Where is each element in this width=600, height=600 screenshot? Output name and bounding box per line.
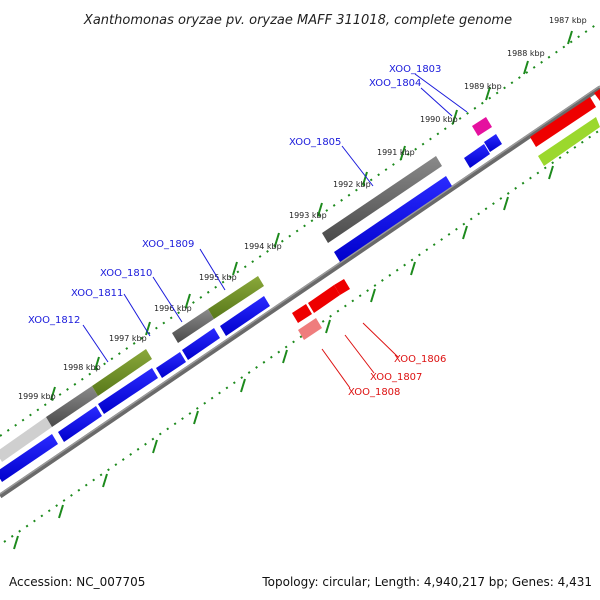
gene-arrow[interactable]: [156, 352, 186, 378]
locus-label[interactable]: XOO_1804: [369, 78, 421, 89]
locus-label[interactable]: XOO_1812: [28, 315, 80, 326]
feature-red-bar[interactable]: [594, 89, 600, 101]
feature-lime-bar[interactable]: [538, 117, 600, 166]
gene-arrow[interactable]: [0, 434, 58, 482]
tick-label: 1992 kbp: [333, 180, 371, 189]
tick-label: 1994 kbp: [244, 242, 282, 251]
locus-label[interactable]: XOO_1805: [289, 137, 341, 148]
genome-summary: Topology: circular; Length: 4,940,217 bp…: [261, 575, 592, 589]
gene-arrow[interactable]: [98, 368, 158, 414]
tick-label: 1991 kbp: [377, 148, 415, 157]
feature-gray-bar[interactable]: [46, 386, 98, 427]
tick-label: 1987 kbp: [549, 16, 587, 25]
gene-arrow[interactable]: [484, 134, 502, 152]
tick-label: 1993 kbp: [289, 211, 327, 220]
forward-locus-labels: XOO_1803 XOO_1804 XOO_1805 XOO_1809 XOO_…: [28, 64, 468, 363]
gene-arrow[interactable]: [58, 406, 102, 442]
gene-arrow[interactable]: [334, 176, 452, 262]
feature-olive-bar[interactable]: [208, 276, 264, 319]
feature-gray-bar[interactable]: [322, 156, 442, 243]
gene-arrow[interactable]: [220, 296, 270, 336]
tick-label: 1988 kbp: [507, 49, 545, 58]
reverse-locus-labels: XOO_1806 XOO_1807 XOO_1808: [321, 322, 446, 398]
locus-label[interactable]: XOO_1811: [71, 288, 123, 299]
genome-backbone: [0, 85, 600, 499]
ruler-lower-ticks: [13, 165, 554, 550]
ruler-lower: [3, 129, 600, 543]
locus-label[interactable]: XOO_1808: [348, 387, 400, 398]
locus-label[interactable]: XOO_1803: [389, 64, 441, 75]
feature-red-bar[interactable]: [334, 279, 350, 295]
gene-arrow[interactable]: [464, 144, 490, 168]
feature-red-bar[interactable]: [292, 304, 312, 323]
locus-label[interactable]: XOO_1807: [370, 372, 422, 383]
tick-label: 1990 kbp: [420, 115, 458, 124]
genome-title: Xanthomonas oryzae pv. oryzae MAFF 31101…: [83, 13, 512, 28]
feature-pink-bar[interactable]: [298, 318, 322, 340]
ruler-upper-ticks: [50, 30, 573, 401]
locus-label[interactable]: XOO_1809: [142, 239, 194, 250]
locus-label[interactable]: XOO_1806: [394, 354, 446, 365]
tick-label: 1998 kbp: [63, 363, 101, 372]
blue-genes: [0, 134, 502, 482]
forward-features: [0, 89, 600, 462]
feature-gray-bar[interactable]: [172, 309, 214, 343]
ruler-labels: 1987 kbp 1988 kbp 1989 kbp 1990 kbp 1991…: [18, 16, 587, 401]
feature-magenta-bar[interactable]: [472, 117, 492, 136]
tick-label: 1997 kbp: [109, 334, 147, 343]
ruler-upper: [0, 21, 600, 437]
feature-olive-bar[interactable]: [92, 349, 152, 396]
feature-red-bar[interactable]: [308, 285, 340, 313]
reverse-features: [292, 279, 350, 340]
accession-text: Accession: NC_007705: [9, 575, 145, 589]
gene-arrow[interactable]: [182, 328, 220, 360]
locus-label[interactable]: XOO_1810: [100, 268, 152, 279]
feature-red-bar[interactable]: [530, 97, 596, 147]
feature-light-gray[interactable]: [0, 417, 52, 462]
tick-label: 1989 kbp: [464, 82, 502, 91]
tick-label: 1999 kbp: [18, 392, 56, 401]
